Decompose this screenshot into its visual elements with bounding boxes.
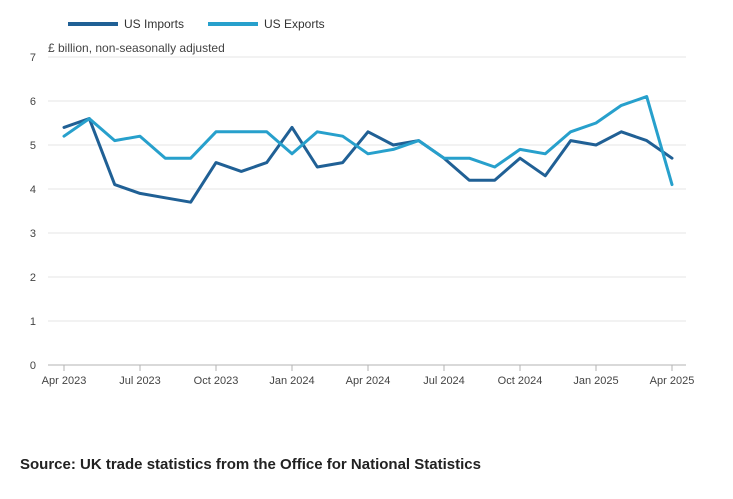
y-tick-label: 1 — [30, 316, 36, 328]
unit-label: £ billion, non-seasonally adjusted — [48, 41, 225, 55]
y-tick-label: 4 — [30, 184, 36, 196]
legend-label-us-exports: US Exports — [264, 17, 325, 31]
x-tick-label: Jan 2024 — [269, 375, 314, 387]
x-tick-label: Jul 2023 — [119, 375, 161, 387]
y-tick-label: 7 — [30, 52, 36, 64]
series-line-us-exports — [62, 95, 674, 187]
y-tick-label: 2 — [30, 272, 36, 284]
gridlines — [48, 56, 686, 366]
y-tick-label: 3 — [30, 228, 36, 240]
y-tick-label: 6 — [30, 96, 36, 108]
y-tick-label: 5 — [30, 140, 36, 152]
x-axis: Apr 2023 Jul 2023 Oct 2023 Jan 2024 Apr 2024… — [42, 365, 695, 387]
y-axis: 0 1 2 3 4 5 6 7 — [30, 52, 36, 372]
x-tick-label: Apr 2025 — [650, 375, 695, 387]
x-tick-label: Jul 2024 — [423, 375, 465, 387]
x-tick-label: Oct 2023 — [194, 375, 239, 387]
x-tick-label: Apr 2024 — [346, 375, 391, 387]
series-layer — [62, 95, 674, 204]
x-tick-label: Apr 2023 — [42, 375, 87, 387]
series-line-us-imports — [62, 117, 674, 204]
y-tick-label: 0 — [30, 360, 36, 372]
line-chart: US Imports US Exports £ billion, non-seas… — [30, 17, 695, 387]
legend: US Imports US Exports — [68, 17, 325, 31]
x-tick-label: Oct 2024 — [498, 375, 543, 387]
x-tick-label: Jan 2025 — [573, 375, 618, 387]
legend-label-us-imports: US Imports — [124, 17, 184, 31]
source-note: Source: UK trade statistics from the Off… — [20, 456, 481, 473]
